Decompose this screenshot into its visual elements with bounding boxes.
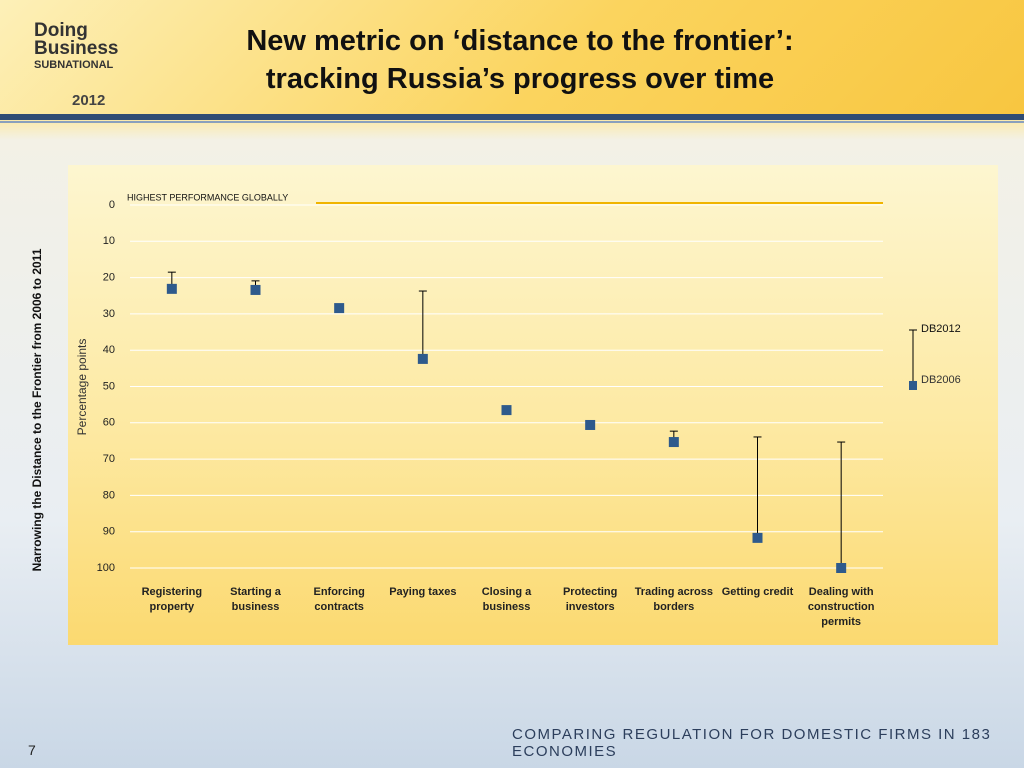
marker (334, 303, 345, 314)
y-tick-label: 30 (103, 308, 115, 320)
marker (250, 284, 261, 295)
legend-label: DB2012 (921, 323, 961, 335)
y-tick-label: 70 (103, 453, 115, 465)
logo-text: Business (34, 38, 119, 59)
marker (166, 283, 177, 294)
y-tick-label: 60 (103, 417, 115, 429)
annotation: HIGHEST PERFORMANCE GLOBALLY (127, 192, 288, 202)
x-tick-label: Registering property (141, 586, 203, 613)
logo-text: SUBNATIONAL (34, 59, 114, 71)
logo-year: 2012 (72, 92, 106, 109)
logo-text: Doing (34, 20, 88, 41)
y-tick-label: 80 (103, 489, 115, 501)
header-rule (0, 121, 1024, 123)
y-tick-label: 90 (103, 526, 115, 538)
y-tick-label: 20 (103, 272, 115, 284)
marker (668, 437, 679, 448)
y-tick-label: 40 (103, 344, 115, 356)
x-tick-label: Starting a business (230, 586, 281, 613)
tagline: COMPARING REGULATION FOR DOMESTIC FIRMS … (512, 726, 992, 760)
slide-title: New metric on ‘distance to the frontier’… (246, 25, 794, 57)
outer-axis-label: Narrowing the Distance to the Frontier f… (30, 248, 44, 571)
x-tick-label: Closing a business (481, 586, 532, 613)
slide-title: tracking Russia’s progress over time (265, 63, 775, 95)
y-axis-label: Percentage points (75, 339, 89, 436)
marker (417, 353, 428, 364)
x-tick-label: Paying taxes (389, 586, 457, 598)
marker (752, 532, 763, 543)
legend-marker (909, 381, 917, 390)
page-number: 7 (28, 742, 36, 758)
marker (501, 405, 512, 416)
header-band (0, 0, 1024, 114)
y-tick-label: 10 (103, 235, 115, 247)
marker (836, 563, 847, 573)
legend-label: DB2006 (921, 374, 961, 386)
header-rule (0, 114, 1024, 120)
x-tick-label: Getting credit (721, 586, 794, 598)
y-tick-label: 0 (109, 199, 115, 211)
x-tick-label: Trading across borders (634, 586, 713, 613)
y-tick-label: 100 (97, 562, 115, 574)
marker (585, 419, 596, 430)
x-tick-label: Enforcing contracts (313, 586, 365, 613)
x-tick-label: Dealing with construction permits (807, 586, 875, 628)
y-tick-label: 50 (103, 380, 115, 392)
x-tick-label: Protecting investors (562, 586, 618, 613)
